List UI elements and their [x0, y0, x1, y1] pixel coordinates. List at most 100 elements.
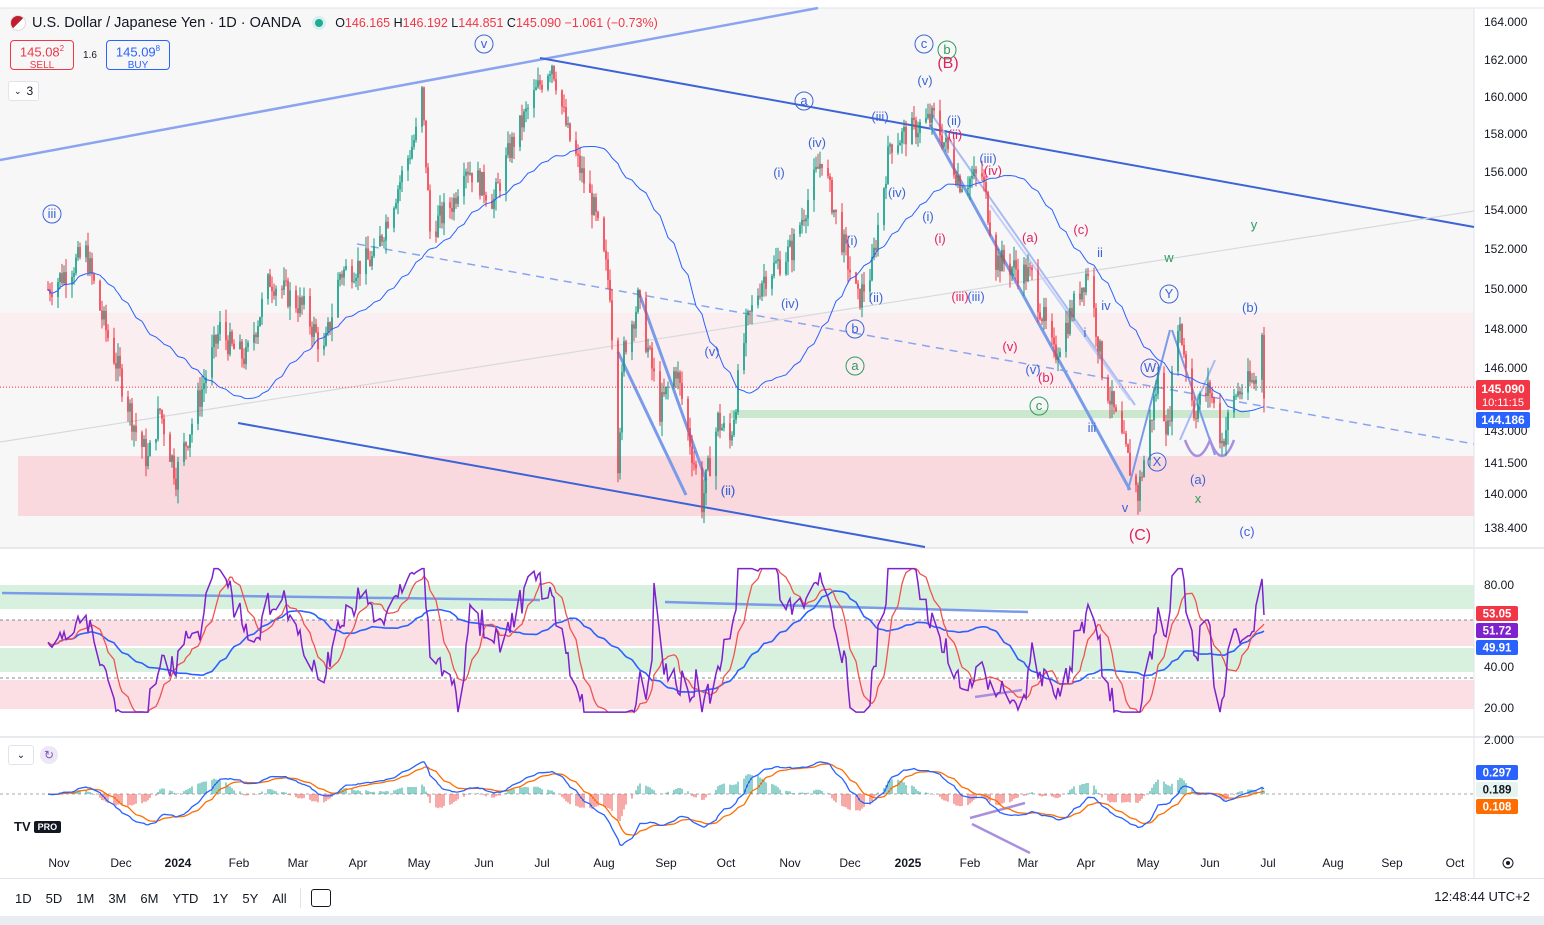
wave-label: x [1195, 491, 1202, 506]
candle-body [1167, 420, 1169, 435]
time-tick-label: Mar [1018, 856, 1039, 870]
candle-body [901, 131, 903, 143]
candle-body [147, 456, 149, 467]
candle-body [1185, 354, 1187, 369]
range-all-button[interactable]: All [272, 890, 287, 906]
candle-body [651, 347, 653, 369]
range-1y-button[interactable]: 1Y [212, 890, 229, 906]
range-5d-button[interactable]: 5D [45, 890, 63, 906]
legend-toggle-button[interactable]: ⌄ 3 [8, 81, 40, 101]
low-key: L [451, 16, 459, 30]
time-tick-label: Feb [229, 856, 250, 870]
candle-body [649, 347, 651, 349]
candle-body [399, 182, 401, 190]
candle-body [579, 155, 581, 173]
refresh-icon[interactable]: ↻ [40, 746, 58, 764]
calendar-icon[interactable] [310, 889, 331, 907]
candle-body [941, 135, 943, 147]
candle-body [411, 146, 413, 159]
candle-body [215, 335, 217, 344]
wave-label: (i) [922, 209, 934, 224]
candle-body [913, 117, 915, 120]
candle-body [843, 234, 845, 253]
wave-label: (iii) [871, 109, 888, 124]
candle-body [429, 190, 431, 232]
bar-countdown: 10:11:15 [1482, 397, 1524, 409]
wave-label: w [1163, 250, 1174, 265]
upper-channel-line [0, 6, 819, 162]
candle-body [521, 115, 523, 128]
candle-body [467, 171, 469, 175]
long-regression-line [0, 210, 1475, 443]
candle-body [397, 189, 399, 204]
candle-body [457, 196, 459, 204]
range-5y-button[interactable]: 5Y [242, 890, 259, 906]
candle-body [835, 209, 837, 213]
candle-body [499, 183, 501, 192]
candle-body [1025, 264, 1027, 282]
candle-body [1143, 460, 1145, 477]
candle-body [889, 144, 891, 147]
candle-body [1027, 267, 1029, 282]
range-ytd-button[interactable]: YTD [172, 890, 199, 906]
sell-button[interactable]: 145.082 SELL [10, 40, 74, 71]
candle-body [983, 176, 985, 183]
candle-body [211, 347, 213, 378]
buy-button[interactable]: 145.098 BUY [106, 40, 170, 71]
rsi-tick-label: 40.00 [1484, 660, 1514, 674]
symbol-title[interactable]: U.S. Dollar / Japanese Yen · 1D · OANDA [32, 15, 302, 31]
wave-label-circle [914, 34, 934, 54]
range-3m-button[interactable]: 3M [108, 890, 127, 906]
candle-body [71, 276, 73, 285]
candle-body [1207, 382, 1209, 397]
candle-body [197, 390, 199, 424]
candle-body [477, 170, 479, 183]
price-tick-label: 140.000 [1484, 487, 1528, 501]
candle-body [129, 403, 131, 412]
range-1m-button[interactable]: 1M [76, 890, 95, 906]
candle-body [177, 461, 179, 490]
wave-label: (b) [1242, 300, 1258, 315]
candle-body [1055, 344, 1057, 360]
grid-lines [0, 7, 1544, 878]
candle-body [967, 187, 969, 190]
candle-body [789, 240, 791, 247]
candle-body [101, 310, 103, 320]
candle-body [791, 240, 793, 261]
range-6m-button[interactable]: 6M [140, 890, 159, 906]
macd-tick-label: 2.000 [1484, 733, 1514, 747]
candle-body [637, 290, 639, 312]
candle-body [1085, 273, 1087, 293]
wave-label: (a) [1022, 230, 1038, 245]
candle-body [303, 296, 305, 305]
candle-body [945, 137, 947, 143]
candle-body [315, 324, 317, 333]
time-tick-label: Jun [474, 856, 493, 870]
candle-body [815, 166, 817, 170]
rsi-slow-badge-bg [1476, 640, 1518, 655]
candle-body [435, 231, 437, 237]
candle-body [219, 321, 221, 335]
candle-body [117, 355, 119, 369]
candle-body [693, 462, 695, 465]
candle-body [929, 113, 931, 123]
candle-body [597, 211, 599, 219]
candle-body [199, 390, 201, 407]
range-1d-button[interactable]: 1D [15, 890, 32, 906]
utc-clock[interactable]: 12:48:44 UTC+2 [1434, 889, 1530, 904]
candle-body [155, 439, 157, 443]
candle-body [827, 168, 829, 177]
wave-channel [931, 114, 1136, 406]
wave-label: W [1144, 360, 1157, 375]
candle-body [905, 126, 907, 145]
candle-body [189, 434, 191, 448]
collapse-indicator-button[interactable]: ⌄ [8, 745, 34, 765]
buy-price-sup: 8 [155, 44, 161, 53]
open-value: 146.165 [344, 16, 391, 30]
candle-body [703, 493, 705, 513]
candle-body [255, 334, 257, 338]
candle-body [817, 166, 819, 169]
candle-body [819, 163, 821, 169]
candle-body [409, 158, 411, 160]
